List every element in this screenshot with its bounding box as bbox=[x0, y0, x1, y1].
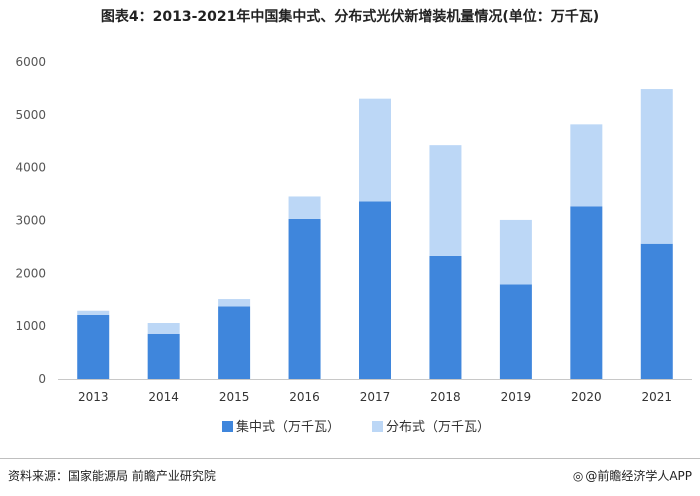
x-tick-label: 2015 bbox=[219, 390, 250, 404]
source-note: 资料来源：国家能源局 前瞻产业研究院 bbox=[8, 469, 216, 483]
bar-distributed-2017 bbox=[359, 98, 391, 202]
stacked-bar-chart: 0 1000 2000 3000 4000 5000 6000 2013 2014 2015 201… bbox=[15, 55, 692, 435]
bar-centralized-2016 bbox=[288, 218, 321, 379]
brand-text: @前瞻经济学人APP bbox=[585, 469, 692, 483]
y-tick-label: 6000 bbox=[15, 55, 46, 69]
bar-centralized-2015 bbox=[218, 306, 251, 379]
x-tick-label: 2018 bbox=[430, 390, 461, 404]
x-tick-label: 2020 bbox=[571, 390, 602, 404]
bar-distributed-2018 bbox=[429, 145, 462, 256]
bar-distributed-2019 bbox=[499, 219, 532, 285]
y-tick-label: 5000 bbox=[15, 108, 46, 122]
x-tick-label: 2016 bbox=[289, 390, 320, 404]
legend-label-centralized: 集中式（万千瓦） bbox=[236, 419, 340, 435]
brand-logo-icon: ◎ bbox=[572, 469, 584, 483]
y-tick-label: 3000 bbox=[15, 214, 46, 228]
x-tick-label: 2013 bbox=[78, 390, 109, 404]
x-tick-label: 2014 bbox=[148, 390, 179, 404]
bar-centralized-2021 bbox=[640, 243, 673, 379]
y-tick-label: 0 bbox=[38, 372, 46, 386]
x-tick-label: 2019 bbox=[501, 390, 532, 404]
bar-distributed-2014 bbox=[147, 322, 180, 334]
bar-centralized-2017 bbox=[359, 201, 391, 379]
x-tick-label: 2017 bbox=[360, 390, 391, 404]
legend-label-distributed: 分布式（万千瓦） bbox=[386, 420, 490, 435]
bar-centralized-2013 bbox=[77, 314, 110, 379]
bar-centralized-2019 bbox=[499, 284, 532, 379]
y-tick-label: 1000 bbox=[15, 319, 46, 333]
y-tick-label: 2000 bbox=[15, 266, 46, 280]
x-tick-label: 2021 bbox=[642, 390, 673, 404]
bar-distributed-2020 bbox=[570, 124, 603, 207]
brand-credit: ◎ @前瞻经济学人APP bbox=[573, 467, 692, 484]
legend-swatch-centralized bbox=[222, 421, 233, 432]
bar-distributed-2021 bbox=[640, 89, 673, 244]
bar-distributed-2013 bbox=[77, 310, 110, 315]
y-tick-label: 4000 bbox=[15, 161, 46, 175]
bar-centralized-2018 bbox=[429, 255, 462, 379]
bar-distributed-2016 bbox=[288, 196, 321, 219]
legend-swatch-distributed bbox=[372, 421, 383, 432]
bar-centralized-2020 bbox=[570, 206, 603, 379]
bar-distributed-2015 bbox=[218, 299, 251, 307]
bar-centralized-2014 bbox=[147, 333, 180, 379]
footer-divider bbox=[0, 458, 700, 459]
chart-title: 图表4：2013-2021年中国集中式、分布式光伏新增装机量情况(单位：万千瓦) bbox=[100, 9, 600, 25]
